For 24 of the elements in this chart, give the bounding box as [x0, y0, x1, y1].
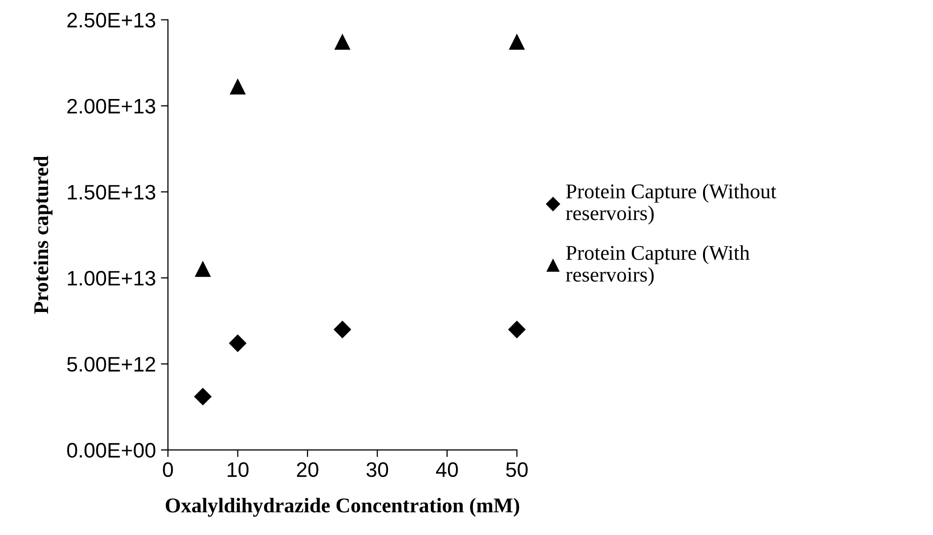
x-axis-title: Oxalyldihydrazide Concentration (mM): [166, 498, 520, 517]
y-tick-label: 2.00E+13: [67, 98, 156, 114]
point: [334, 34, 350, 50]
x-tick-label: 20: [296, 462, 318, 478]
point: [230, 79, 246, 95]
point: [508, 320, 526, 338]
legend-label: Protein Capture (With reservoirs): [566, 245, 750, 286]
y-axis-title: Proteins captured: [34, 156, 52, 314]
x-tick-label: 30: [366, 462, 388, 478]
point: [229, 334, 246, 352]
y-tick-label: 2.50E+13: [67, 12, 156, 28]
point: [334, 320, 351, 338]
point: [195, 262, 210, 277]
x-tick-label: 0: [162, 462, 173, 478]
y-tick-label: 5.00E+12: [67, 356, 156, 372]
y-tick-label: 0.00E+00: [67, 442, 156, 458]
y-tick-label: 1.50E+13: [68, 184, 156, 200]
y-tick-label: 1.00E+13: [68, 270, 156, 286]
legend-label: Protein Capture (Without reservoirs): [566, 184, 776, 224]
point: [509, 34, 525, 50]
point: [194, 388, 212, 406]
x-tick-label: 40: [436, 462, 458, 478]
x-tick-label: 50: [506, 462, 528, 478]
x-tick-label: 10: [228, 462, 248, 478]
